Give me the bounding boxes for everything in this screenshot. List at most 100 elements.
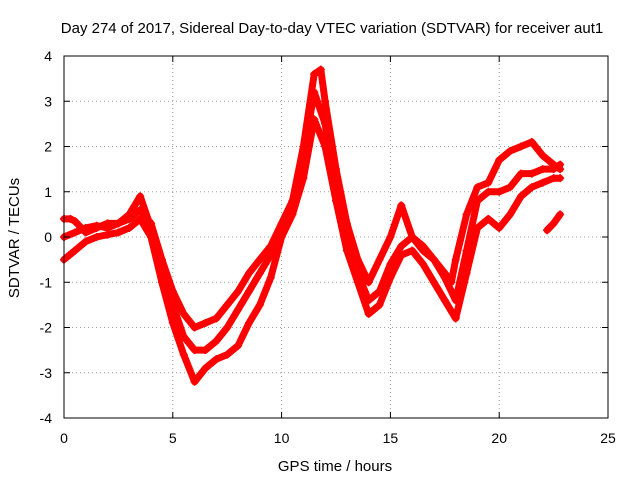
data-point-marker — [556, 160, 565, 169]
data-point-marker — [321, 119, 330, 128]
x-tick-label: 15 — [383, 430, 399, 446]
data-point-marker — [506, 210, 515, 219]
x-tick-label: 20 — [491, 430, 507, 446]
data-point-marker — [288, 210, 297, 219]
data-point-marker — [244, 287, 253, 296]
data-point-marker — [451, 255, 460, 264]
data-point-marker — [125, 223, 134, 232]
data-point-marker — [147, 233, 156, 241]
y-tick-label: -3 — [40, 365, 53, 381]
data-point-marker — [190, 377, 199, 386]
data-point-marker — [484, 187, 493, 196]
data-point-marker — [484, 178, 493, 187]
data-point-marker — [375, 300, 384, 309]
data-point-marker — [103, 230, 112, 239]
data-point-marker — [66, 214, 75, 223]
data-point-marker — [549, 165, 558, 174]
x-tick-label: 25 — [600, 430, 616, 446]
data-point-marker — [316, 65, 325, 74]
axis-ticks — [63, 55, 609, 419]
x-tick-label: 5 — [169, 430, 177, 446]
grid-lines — [64, 56, 608, 418]
y-tick-label: 4 — [44, 48, 52, 64]
data-point-marker — [364, 309, 373, 318]
data-point-marker — [81, 237, 90, 246]
data-point-marker — [223, 323, 232, 332]
data-point-marker — [429, 255, 438, 264]
data-point-marker — [556, 174, 565, 183]
data-point-marker — [212, 314, 221, 323]
y-tick-label: 3 — [44, 93, 52, 109]
data-point-marker — [255, 255, 264, 264]
data-point-marker — [201, 318, 210, 327]
data-point-marker — [244, 318, 253, 327]
data-point-marker — [70, 246, 79, 255]
x-tick-label: 0 — [60, 430, 68, 446]
data-point-marker — [556, 210, 565, 219]
y-tick-label: 1 — [44, 184, 52, 200]
data-point-marker — [364, 278, 373, 287]
data-point-marker — [375, 255, 384, 264]
data-point-marker — [462, 210, 471, 219]
data-point-marker — [353, 278, 362, 287]
data-point-marker — [419, 260, 428, 269]
data-point-marker — [516, 192, 525, 201]
data-point-marker — [495, 187, 504, 196]
data-point-marker — [103, 223, 112, 232]
data-point-marker — [92, 221, 101, 230]
data-point-marker — [234, 305, 243, 314]
data-point-marker — [136, 192, 145, 201]
data-point-marker — [538, 151, 547, 160]
data-point-marker — [451, 314, 460, 323]
data-point-marker — [473, 196, 482, 205]
data-point-marker — [70, 217, 79, 226]
data-point-marker — [201, 346, 210, 355]
data-point-marker — [234, 341, 243, 350]
data-point-marker — [386, 233, 395, 241]
data-point-marker — [538, 165, 547, 174]
data-point-marker — [277, 233, 286, 241]
data-point-marker — [234, 287, 243, 296]
data-point-marker — [310, 88, 319, 97]
data-point-marker — [168, 318, 177, 327]
data-point-marker — [549, 219, 558, 228]
data-point-marker — [255, 269, 264, 278]
y-tick-label: -4 — [40, 410, 53, 426]
data-point-marker — [397, 201, 406, 210]
data-point-marker — [462, 269, 471, 278]
data-point-marker — [310, 115, 319, 124]
data-point-marker — [299, 174, 308, 183]
data-point-marker — [212, 337, 221, 346]
data-point-marker — [397, 242, 406, 251]
data-point-marker — [495, 156, 504, 165]
data-point-marker — [321, 142, 330, 151]
y-tick-label: 2 — [44, 139, 52, 155]
y-tick-label: -2 — [40, 320, 53, 336]
data-point-marker — [440, 296, 449, 305]
series-trace-middle-markers — [60, 88, 565, 355]
data-point-marker — [92, 233, 101, 241]
data-point-marker — [527, 183, 536, 192]
data-point-marker — [543, 226, 552, 235]
data-point-marker — [527, 137, 536, 146]
data-point-marker — [506, 147, 515, 156]
data-point-marker — [473, 183, 482, 192]
series-trace-lower-markers — [60, 115, 565, 386]
data-point-marker — [440, 273, 449, 282]
data-point-marker — [408, 246, 417, 255]
data-point-marker — [190, 323, 199, 332]
data-point-marker — [190, 346, 199, 355]
data-point-marker — [321, 97, 330, 106]
data-point-marker — [419, 242, 428, 251]
data-point-marker — [506, 183, 515, 192]
data-point-marker — [484, 214, 493, 223]
data-point-marker — [342, 246, 351, 255]
data-point-marker — [223, 350, 232, 359]
data-point-marker — [179, 350, 188, 359]
data-point-marker — [114, 228, 123, 237]
data-point-marker — [429, 278, 438, 287]
y-tick-label: 0 — [44, 229, 52, 245]
data-point-marker — [223, 300, 232, 309]
data-point-marker — [212, 355, 221, 364]
data-point-marker — [538, 178, 547, 187]
